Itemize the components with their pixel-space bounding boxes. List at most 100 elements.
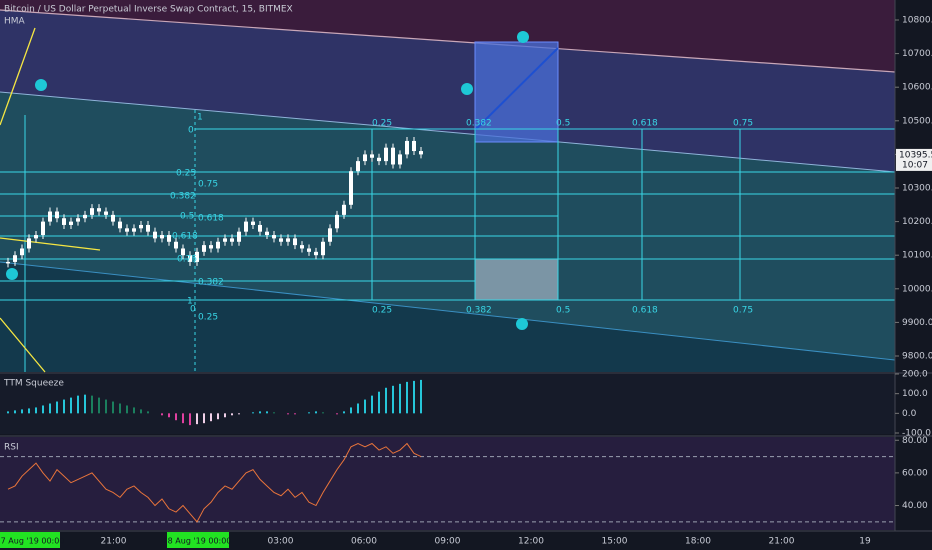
fib-label: 0.5: [556, 119, 570, 129]
candle: [279, 238, 283, 242]
fib-label: 0.618: [172, 232, 198, 242]
candle: [195, 251, 199, 262]
candle: [258, 224, 262, 232]
candle: [293, 238, 297, 246]
fib-label: 0.5: [180, 212, 194, 222]
arrow-line: [0, 317, 46, 373]
title: Bitcoin / US Dollar Perpetual Inverse Sw…: [4, 5, 293, 15]
fib-lines: [0, 110, 895, 372]
fib-label: 0.382: [466, 306, 492, 316]
fib-label: 0.25: [372, 306, 392, 316]
fib-label: 0.618: [198, 214, 224, 224]
candle: [244, 221, 248, 232]
fib-label: 0.25: [176, 169, 196, 179]
date-highlight: [167, 532, 229, 548]
x-tick-label: 03:00: [268, 537, 294, 547]
fib-label: 0.75: [733, 306, 753, 316]
top-zone: [0, 0, 895, 72]
fib-label: 0.382: [198, 278, 224, 288]
candle: [76, 218, 80, 222]
x-tick-label: 15:00: [602, 537, 628, 547]
candle: [349, 171, 353, 205]
rsi-line: [7, 442, 422, 523]
trend-line: [0, 91, 896, 173]
candle: [251, 221, 255, 225]
candle: [419, 151, 423, 155]
candle: [356, 161, 360, 172]
candle: [97, 208, 101, 212]
candle: [230, 238, 234, 242]
y-tick-label: 10000.0: [902, 284, 932, 294]
x-tick-label: 12:00: [518, 537, 544, 547]
fib-label: 0.382: [170, 192, 196, 202]
y-tick-label: 10700.0: [902, 49, 932, 59]
candle: [272, 235, 276, 239]
candle: [111, 214, 115, 222]
fib-label: 0.75: [198, 180, 218, 190]
y-tick-label: 200.0: [902, 370, 928, 380]
y-tick-label: 10200.0: [902, 217, 932, 227]
candle: [377, 157, 381, 162]
candle: [307, 248, 311, 252]
y-tick-label: 9900.0: [902, 318, 932, 328]
icon: [517, 31, 529, 43]
candle: [160, 235, 164, 239]
fib-label: 0.5: [556, 306, 570, 316]
candle: [132, 228, 136, 232]
candle: [209, 245, 213, 249]
y-tick-label: 80.00: [902, 436, 928, 446]
candle: [405, 140, 409, 155]
candle: [314, 251, 318, 256]
arrow-drawing: [474, 47, 559, 131]
candle: [363, 154, 367, 162]
y-tick-label: 10600.0: [902, 83, 932, 93]
candle: [41, 221, 45, 236]
candle: [391, 147, 395, 165]
candle: [174, 241, 178, 249]
y-tick-label: 60.00: [902, 468, 928, 478]
candle: [384, 147, 388, 162]
x-tick-label: 18:00: [685, 537, 711, 547]
fib-label: 0.25: [198, 313, 218, 323]
arrow-line: [0, 27, 36, 126]
channel-mid: [0, 92, 895, 360]
date-highlight: [0, 532, 60, 548]
fib-label: 1: [187, 297, 193, 307]
candle: [62, 218, 66, 225]
fib-label: 0.618: [632, 119, 658, 129]
candle: [335, 214, 339, 229]
candle: [146, 224, 150, 232]
candle: [13, 255, 17, 262]
pane-title: RSI: [4, 443, 19, 453]
candle: [27, 238, 31, 249]
candle: [370, 154, 374, 158]
candle: [139, 224, 143, 229]
candle: [321, 241, 325, 256]
x-tick-label: 19: [859, 537, 871, 547]
trend-line: [0, 9, 896, 73]
fib-label: 0: [188, 126, 194, 136]
candle: [398, 154, 402, 165]
candle: [153, 231, 157, 239]
candle: [6, 261, 10, 264]
y-tick-label: 40.00: [902, 501, 928, 511]
fib-label: 0.75: [733, 119, 753, 129]
candle: [48, 211, 52, 222]
rsi-pane: [0, 437, 895, 530]
fib-label: 1: [197, 113, 203, 123]
y-tick-label: 9800.0: [902, 352, 932, 362]
fib-label: 0.75: [177, 255, 197, 265]
candle: [412, 140, 416, 152]
fib-label: 0.618: [632, 306, 658, 316]
x-tick-label: 17 Aug '19 00:00: [0, 537, 64, 546]
candle: [34, 235, 38, 239]
candle: [118, 221, 122, 229]
last-price: 10395.5: [899, 150, 932, 160]
y-tick-label: 10800.0: [902, 16, 932, 26]
arrows: [0, 27, 101, 373]
y-tick-label: 10300.0: [902, 184, 932, 194]
y-tick-label: 0.0: [902, 409, 917, 419]
y-tick-label: 10500.0: [902, 116, 932, 126]
candle: [55, 211, 59, 219]
